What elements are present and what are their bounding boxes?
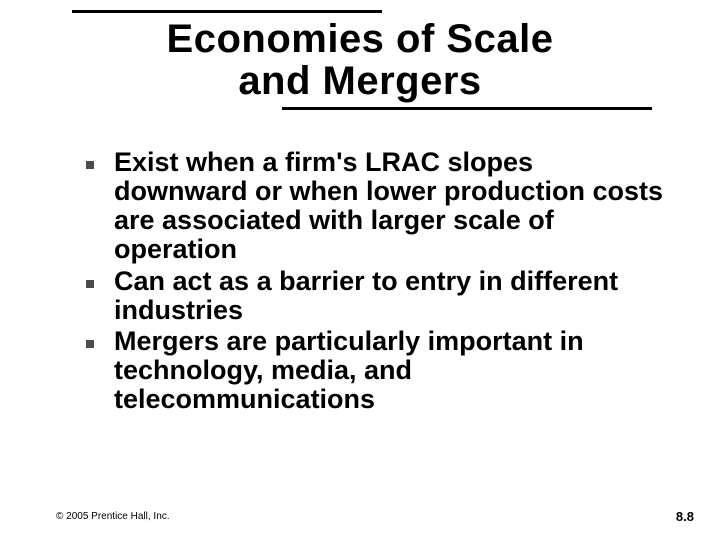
list-item: Can act as a barrier to entry in differe… — [68, 267, 668, 325]
footer-page-number: 8.8 — [676, 509, 694, 524]
slide-title: Economies of Scale and Mergers — [167, 18, 554, 102]
title-line-2: and Mergers — [238, 59, 481, 103]
list-item: Exist when a firm's LRAC slopes downward… — [68, 148, 668, 265]
body-area: Exist when a firm's LRAC slopes downward… — [68, 148, 668, 416]
bullet-list: Exist when a firm's LRAC slopes downward… — [68, 148, 668, 414]
title-block: Economies of Scale and Mergers — [0, 0, 720, 102]
square-bullet-icon — [86, 340, 94, 348]
square-bullet-icon — [86, 280, 94, 288]
title-line-1: Economies of Scale — [167, 17, 554, 61]
list-item: Mergers are particularly important in te… — [68, 327, 668, 414]
bullet-text: Exist when a firm's LRAC slopes downward… — [114, 147, 663, 264]
slide: Economies of Scale and Mergers Exist whe… — [0, 0, 720, 540]
top-rule — [72, 10, 382, 13]
bullet-text: Can act as a barrier to entry in differe… — [114, 266, 618, 325]
bullet-text: Mergers are particularly important in te… — [114, 326, 584, 414]
footer-copyright: © 2005 Prentice Hall, Inc. — [56, 511, 170, 522]
under-rule — [282, 107, 652, 110]
square-bullet-icon — [86, 161, 94, 169]
